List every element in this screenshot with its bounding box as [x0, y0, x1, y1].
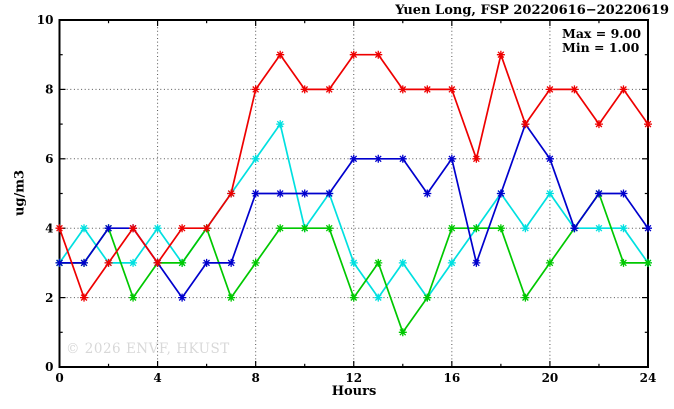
x-tick-label: 8 — [251, 371, 259, 385]
min-value-label: Min = 1.00 — [562, 40, 640, 55]
plot-border — [58, 19, 649, 368]
y-tick-label: 0 — [45, 360, 53, 374]
y-tick-label: 2 — [45, 291, 53, 305]
chart-title: Yuen Long, FSP 20220616−20220619 — [395, 3, 669, 18]
x-tick-label: 4 — [153, 371, 161, 385]
x-tick-label: 20 — [542, 371, 559, 385]
x-tick-label: 16 — [443, 371, 460, 385]
maxmin-annotation: Max = 9.00 Min = 1.00 — [562, 27, 641, 55]
y-tick-label: 8 — [45, 83, 53, 97]
y-tick-label: 10 — [37, 13, 54, 27]
watermark: © 2026 ENVF, HKUST — [66, 341, 230, 357]
y-axis-label: ug/m3 — [12, 169, 28, 217]
x-tick-label: 0 — [55, 371, 63, 385]
x-tick-label: 24 — [640, 371, 657, 385]
y-tick-label: 4 — [45, 221, 53, 235]
x-tick-label: 12 — [345, 371, 362, 385]
max-value-label: Max = 9.00 — [562, 26, 642, 41]
x-axis-label: Hours — [331, 384, 377, 399]
y-tick-label: 6 — [45, 152, 53, 166]
red-series-markers — [55, 50, 652, 302]
